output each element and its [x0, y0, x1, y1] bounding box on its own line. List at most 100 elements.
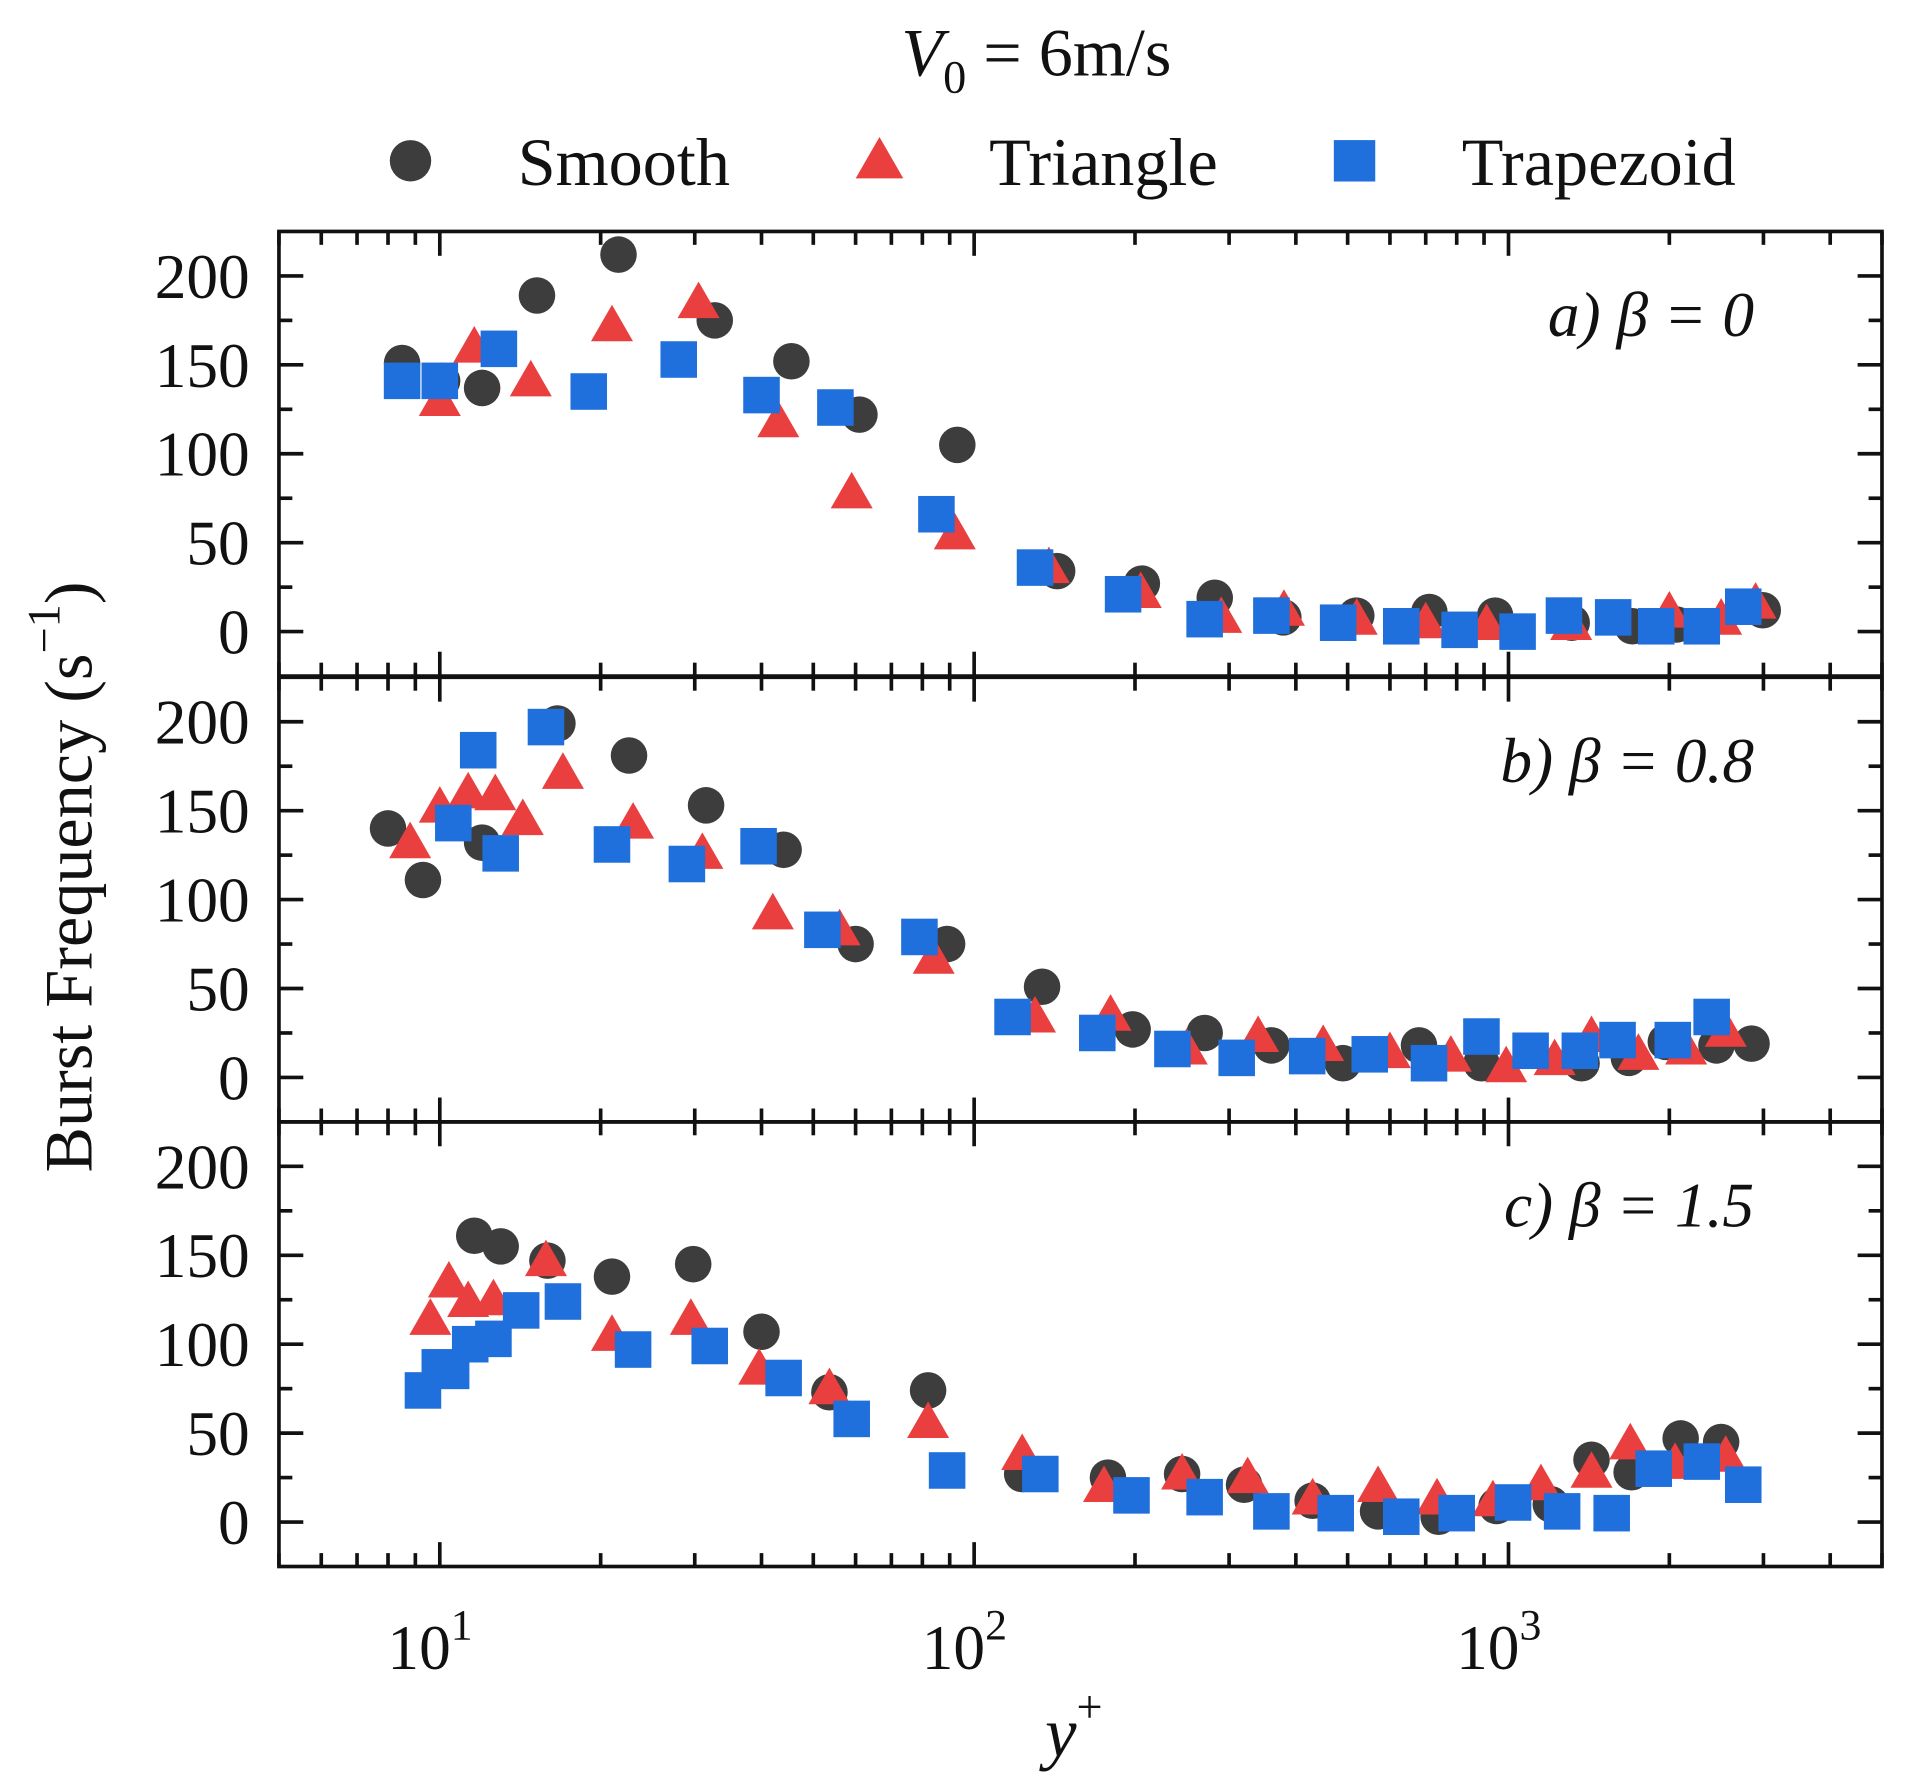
x-axis-var: y [1039, 1695, 1077, 1773]
data-point [907, 1401, 950, 1438]
data-point [501, 798, 544, 836]
legend-item-smooth: Smooth [389, 124, 730, 200]
data-point [463, 369, 501, 407]
data-point [1637, 607, 1675, 645]
data-point [541, 752, 584, 789]
data-point [1617, 1033, 1660, 1070]
data-point [518, 277, 556, 314]
data-point [527, 708, 565, 746]
panel-label: a) β = 0 [1548, 280, 1754, 350]
data-point [610, 737, 648, 774]
data-point [427, 1260, 470, 1298]
legend-label: Triangle [989, 124, 1218, 200]
data-point [435, 804, 472, 842]
data-point [1683, 607, 1721, 645]
data-point [1351, 1036, 1389, 1073]
triangle-legend-marker [855, 136, 904, 179]
data-point [1724, 1466, 1762, 1503]
data-point [389, 821, 432, 859]
data-point [743, 376, 780, 414]
data-point [509, 359, 552, 397]
data-point [757, 400, 800, 438]
data-point [1485, 1045, 1528, 1083]
data-point [1441, 611, 1478, 649]
data-point [687, 787, 725, 824]
y-axis-text: Burst Frequency (s [30, 654, 106, 1173]
data-point [1724, 588, 1762, 625]
square-legend-marker [1333, 140, 1376, 182]
panel-label: b) β = 0.8 [1500, 726, 1754, 796]
data-point [1186, 1014, 1223, 1052]
data-point [480, 330, 518, 368]
data-point [909, 1372, 947, 1409]
data-point [817, 389, 854, 426]
legend-item-trapezoid: Trapezoid [1333, 124, 1736, 200]
x-tick-exp: 3 [1519, 1602, 1541, 1650]
data-point [773, 343, 810, 380]
data-point [1693, 998, 1730, 1036]
data-point [1113, 1477, 1150, 1514]
legend-label: Trapezoid [1462, 124, 1736, 200]
x-tick-label: 102 [922, 1602, 1007, 1683]
data-point [1016, 549, 1054, 586]
data-point [600, 236, 637, 273]
y-tick-label: 50 [186, 509, 249, 579]
y-axis-sup: −1 [20, 604, 71, 653]
data-point [1154, 1030, 1191, 1068]
panel-label: c) β = 1.5 [1504, 1171, 1754, 1241]
data-point [933, 512, 976, 550]
y-tick-label: 150 [155, 777, 250, 847]
data-point [502, 1292, 540, 1329]
data-point [369, 810, 407, 847]
data-point [804, 911, 841, 949]
data-point [1079, 1014, 1116, 1052]
data-point [833, 1400, 870, 1438]
data-point [1382, 607, 1420, 645]
data-point [939, 426, 976, 464]
data-point [1104, 575, 1142, 613]
title-var: V [901, 15, 950, 91]
y-tick-label: 150 [155, 1221, 250, 1291]
x-tick-base: 10 [1456, 1613, 1519, 1683]
y-tick-label: 100 [155, 1310, 250, 1380]
data-point [912, 937, 955, 974]
data-point [1288, 1037, 1326, 1075]
data-point [1023, 968, 1061, 1006]
y-axis-label: Burst Frequency (s−1) [20, 582, 107, 1173]
data-point [1317, 1494, 1355, 1532]
x-axis-sup: + [1076, 1682, 1102, 1733]
y-tick-label: 50 [186, 954, 249, 1024]
data-point [544, 1283, 582, 1320]
data-point [1186, 1478, 1223, 1516]
data-point [1609, 1422, 1652, 1460]
data-point [1253, 1493, 1290, 1530]
data-point [409, 1298, 452, 1335]
data-point [918, 495, 955, 533]
data-point [668, 845, 706, 883]
series-trapezoid [435, 708, 1730, 1082]
data-point [459, 731, 497, 769]
title-text: V0 = 6m/s [901, 15, 1171, 104]
data-point [593, 826, 631, 863]
x-tick-exp: 1 [451, 1602, 473, 1650]
data-point [1594, 599, 1632, 636]
data-point [570, 373, 608, 410]
series-trapezoid [383, 330, 1762, 650]
data-point [1561, 1032, 1599, 1070]
data-point [1494, 1484, 1532, 1521]
data-point [674, 1245, 712, 1283]
data-point [1357, 1465, 1400, 1503]
data-point [482, 1228, 519, 1265]
data-point [421, 362, 459, 400]
data-point [751, 892, 794, 930]
data-point [808, 1367, 851, 1405]
y-tick-label: 0 [218, 1488, 250, 1558]
data-point [740, 827, 777, 865]
data-point [1599, 1021, 1636, 1059]
y-tick-label: 200 [155, 242, 250, 312]
legend-item-triangle: Triangle [855, 124, 1218, 200]
data-point [1733, 1025, 1770, 1062]
y-tick-label: 100 [155, 420, 250, 490]
legend-label: Smooth [518, 124, 730, 200]
